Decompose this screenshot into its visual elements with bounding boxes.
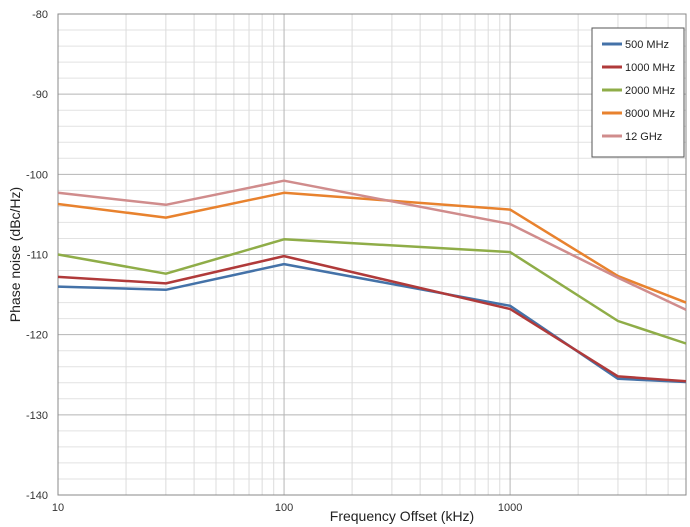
y-tick-label: -140 — [26, 490, 48, 502]
y-tick-label: -110 — [27, 250, 48, 262]
x-tick-label: 100 — [275, 502, 293, 514]
y-axis-title: Phase noise (dBc/Hz) — [7, 187, 23, 322]
series-line-12-ghz — [57, 179, 687, 311]
series-lines — [57, 179, 687, 384]
x-tick-label: 10 — [52, 502, 64, 514]
y-tick-label: -90 — [32, 89, 48, 101]
series-line-1000-mhz — [57, 254, 687, 383]
legend-label: 12 GHz — [625, 131, 662, 143]
y-tick-label: -80 — [32, 9, 48, 21]
legend-label: 2000 MHz — [625, 85, 675, 97]
x-tick-labels: 10 100 1000 — [52, 502, 522, 514]
series-line-2000-mhz — [57, 238, 687, 345]
legend-label: 500 MHz — [625, 39, 669, 51]
y-tick-label: -120 — [26, 330, 48, 342]
series-line-500-mhz — [57, 262, 687, 384]
y-tick-label: -100 — [26, 169, 48, 181]
x-axis-title: Frequency Offset (kHz) — [330, 508, 474, 524]
x-tick-label: 1000 — [498, 502, 522, 514]
y-tick-label: -130 — [26, 410, 48, 422]
legend: 500 MHz 1000 MHz 2000 MHz 8000 MHz 12 GHz — [591, 27, 685, 158]
legend-label: 1000 MHz — [625, 62, 675, 74]
legend-label: 8000 MHz — [625, 108, 675, 120]
y-tick-labels: -80 -90 -100 -110 -120 -130 -140 — [26, 9, 48, 502]
